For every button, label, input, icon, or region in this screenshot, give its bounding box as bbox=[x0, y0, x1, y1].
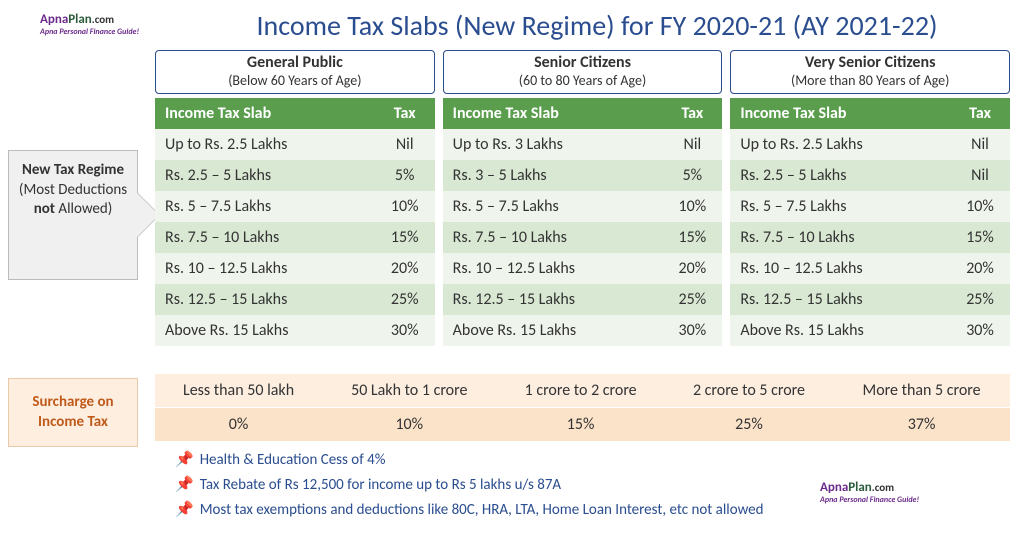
regime-callout-arrow: New Tax Regime (Most Deductions not Allo… bbox=[8, 150, 138, 280]
tax-cell: 15% bbox=[950, 222, 1010, 253]
tax-cell: 5% bbox=[662, 160, 722, 191]
pin-icon: 📌 bbox=[175, 501, 194, 519]
tax-cell: Nil bbox=[950, 160, 1010, 191]
slab-cell: Above Rs. 15 Lakhs bbox=[730, 315, 950, 346]
group-header: Senior Citizens(60 to 80 Years of Age) bbox=[443, 50, 723, 94]
col-header-slab: Income Tax Slab bbox=[443, 98, 663, 129]
tax-cell: 20% bbox=[662, 253, 722, 284]
surcharge-rate: 25% bbox=[665, 408, 833, 442]
tax-cell: 10% bbox=[950, 191, 1010, 222]
surcharge-bracket: 50 Lakh to 1 crore bbox=[322, 374, 496, 408]
tax-cell: 30% bbox=[950, 315, 1010, 346]
slab-cell: Rs. 3 – 5 Lakhs bbox=[443, 160, 663, 191]
tax-cell: 25% bbox=[662, 284, 722, 315]
slab-table: Income Tax SlabTaxUp to Rs. 2.5 LakhsNil… bbox=[730, 98, 1010, 346]
slab-cell: Rs. 5 – 7.5 Lakhs bbox=[443, 191, 663, 222]
group-subtitle: (More than 80 Years of Age) bbox=[737, 72, 1003, 89]
slab-cell: Above Rs. 15 Lakhs bbox=[443, 315, 663, 346]
tax-cell: 30% bbox=[375, 315, 435, 346]
tax-cell: 20% bbox=[950, 253, 1010, 284]
surcharge-bracket: More than 5 crore bbox=[833, 374, 1010, 408]
col-header-tax: Tax bbox=[950, 98, 1010, 129]
surcharge-rate: 37% bbox=[833, 408, 1010, 442]
tax-cell: 5% bbox=[375, 160, 435, 191]
slab-cell: Rs. 12.5 – 15 Lakhs bbox=[443, 284, 663, 315]
slab-column: Senior Citizens(60 to 80 Years of Age)In… bbox=[443, 50, 723, 346]
tax-cell: 10% bbox=[662, 191, 722, 222]
slab-table: Income Tax SlabTaxUp to Rs. 2.5 LakhsNil… bbox=[155, 98, 435, 346]
group-title: Senior Citizens bbox=[450, 53, 716, 72]
brand-logo: ApnaPlan.com Apna Personal Finance Guide… bbox=[40, 12, 139, 37]
slab-cell: Rs. 12.5 – 15 Lakhs bbox=[730, 284, 950, 315]
surcharge-rate: 10% bbox=[322, 408, 496, 442]
surcharge-rate: 15% bbox=[496, 408, 664, 442]
group-title: Very Senior Citizens bbox=[737, 53, 1003, 72]
page-title: Income Tax Slabs (New Regime) for FY 202… bbox=[180, 8, 1014, 43]
surcharge-table: Less than 50 lakh50 Lakh to 1 crore1 cro… bbox=[155, 374, 1010, 442]
footnote-item: 📌Health & Education Cess of 4% bbox=[175, 450, 1010, 469]
slab-cell: Rs. 10 – 12.5 Lakhs bbox=[730, 253, 950, 284]
pin-icon: 📌 bbox=[175, 451, 194, 469]
tax-cell: 15% bbox=[662, 222, 722, 253]
group-header: Very Senior Citizens(More than 80 Years … bbox=[730, 50, 1010, 94]
slab-cell: Rs. 7.5 – 10 Lakhs bbox=[730, 222, 950, 253]
slab-column: Very Senior Citizens(More than 80 Years … bbox=[730, 50, 1010, 346]
surcharge-table-wrap: Less than 50 lakh50 Lakh to 1 crore1 cro… bbox=[155, 374, 1010, 442]
slab-cell: Rs. 10 – 12.5 Lakhs bbox=[155, 253, 375, 284]
tax-cell: 20% bbox=[375, 253, 435, 284]
col-header-tax: Tax bbox=[375, 98, 435, 129]
tax-cell: Nil bbox=[950, 129, 1010, 160]
tax-cell: 10% bbox=[375, 191, 435, 222]
tax-cell: 25% bbox=[375, 284, 435, 315]
tax-slab-tables: General Public(Below 60 Years of Age)Inc… bbox=[155, 50, 1010, 346]
surcharge-callout: Surcharge on Income Tax bbox=[8, 378, 138, 447]
slab-cell: Rs. 2.5 – 5 Lakhs bbox=[730, 160, 950, 191]
col-header-tax: Tax bbox=[662, 98, 722, 129]
col-header-slab: Income Tax Slab bbox=[730, 98, 950, 129]
pin-icon: 📌 bbox=[175, 476, 194, 494]
col-header-slab: Income Tax Slab bbox=[155, 98, 375, 129]
slab-cell: Up to Rs. 2.5 Lakhs bbox=[155, 129, 375, 160]
slab-cell: Up to Rs. 3 Lakhs bbox=[443, 129, 663, 160]
tax-cell: 25% bbox=[950, 284, 1010, 315]
surcharge-rate: 0% bbox=[155, 408, 322, 442]
slab-table: Income Tax SlabTaxUp to Rs. 3 LakhsNilRs… bbox=[443, 98, 723, 346]
slab-column: General Public(Below 60 Years of Age)Inc… bbox=[155, 50, 435, 346]
surcharge-bracket: 1 crore to 2 crore bbox=[496, 374, 664, 408]
tax-cell: 15% bbox=[375, 222, 435, 253]
tax-cell: Nil bbox=[375, 129, 435, 160]
slab-cell: Rs. 5 – 7.5 Lakhs bbox=[155, 191, 375, 222]
slab-cell: Above Rs. 15 Lakhs bbox=[155, 315, 375, 346]
group-header: General Public(Below 60 Years of Age) bbox=[155, 50, 435, 94]
slab-cell: Rs. 7.5 – 10 Lakhs bbox=[443, 222, 663, 253]
group-subtitle: (60 to 80 Years of Age) bbox=[450, 72, 716, 89]
surcharge-bracket: 2 crore to 5 crore bbox=[665, 374, 833, 408]
group-subtitle: (Below 60 Years of Age) bbox=[162, 72, 428, 89]
surcharge-bracket: Less than 50 lakh bbox=[155, 374, 322, 408]
slab-cell: Rs. 5 – 7.5 Lakhs bbox=[730, 191, 950, 222]
slab-cell: Up to Rs. 2.5 Lakhs bbox=[730, 129, 950, 160]
tax-cell: 30% bbox=[662, 315, 722, 346]
slab-cell: Rs. 2.5 – 5 Lakhs bbox=[155, 160, 375, 191]
slab-cell: Rs. 12.5 – 15 Lakhs bbox=[155, 284, 375, 315]
brand-logo-footer: ApnaPlan.com Apna Personal Finance Guide… bbox=[820, 480, 919, 505]
slab-cell: Rs. 10 – 12.5 Lakhs bbox=[443, 253, 663, 284]
slab-cell: Rs. 7.5 – 10 Lakhs bbox=[155, 222, 375, 253]
tax-cell: Nil bbox=[662, 129, 722, 160]
group-title: General Public bbox=[162, 53, 428, 72]
